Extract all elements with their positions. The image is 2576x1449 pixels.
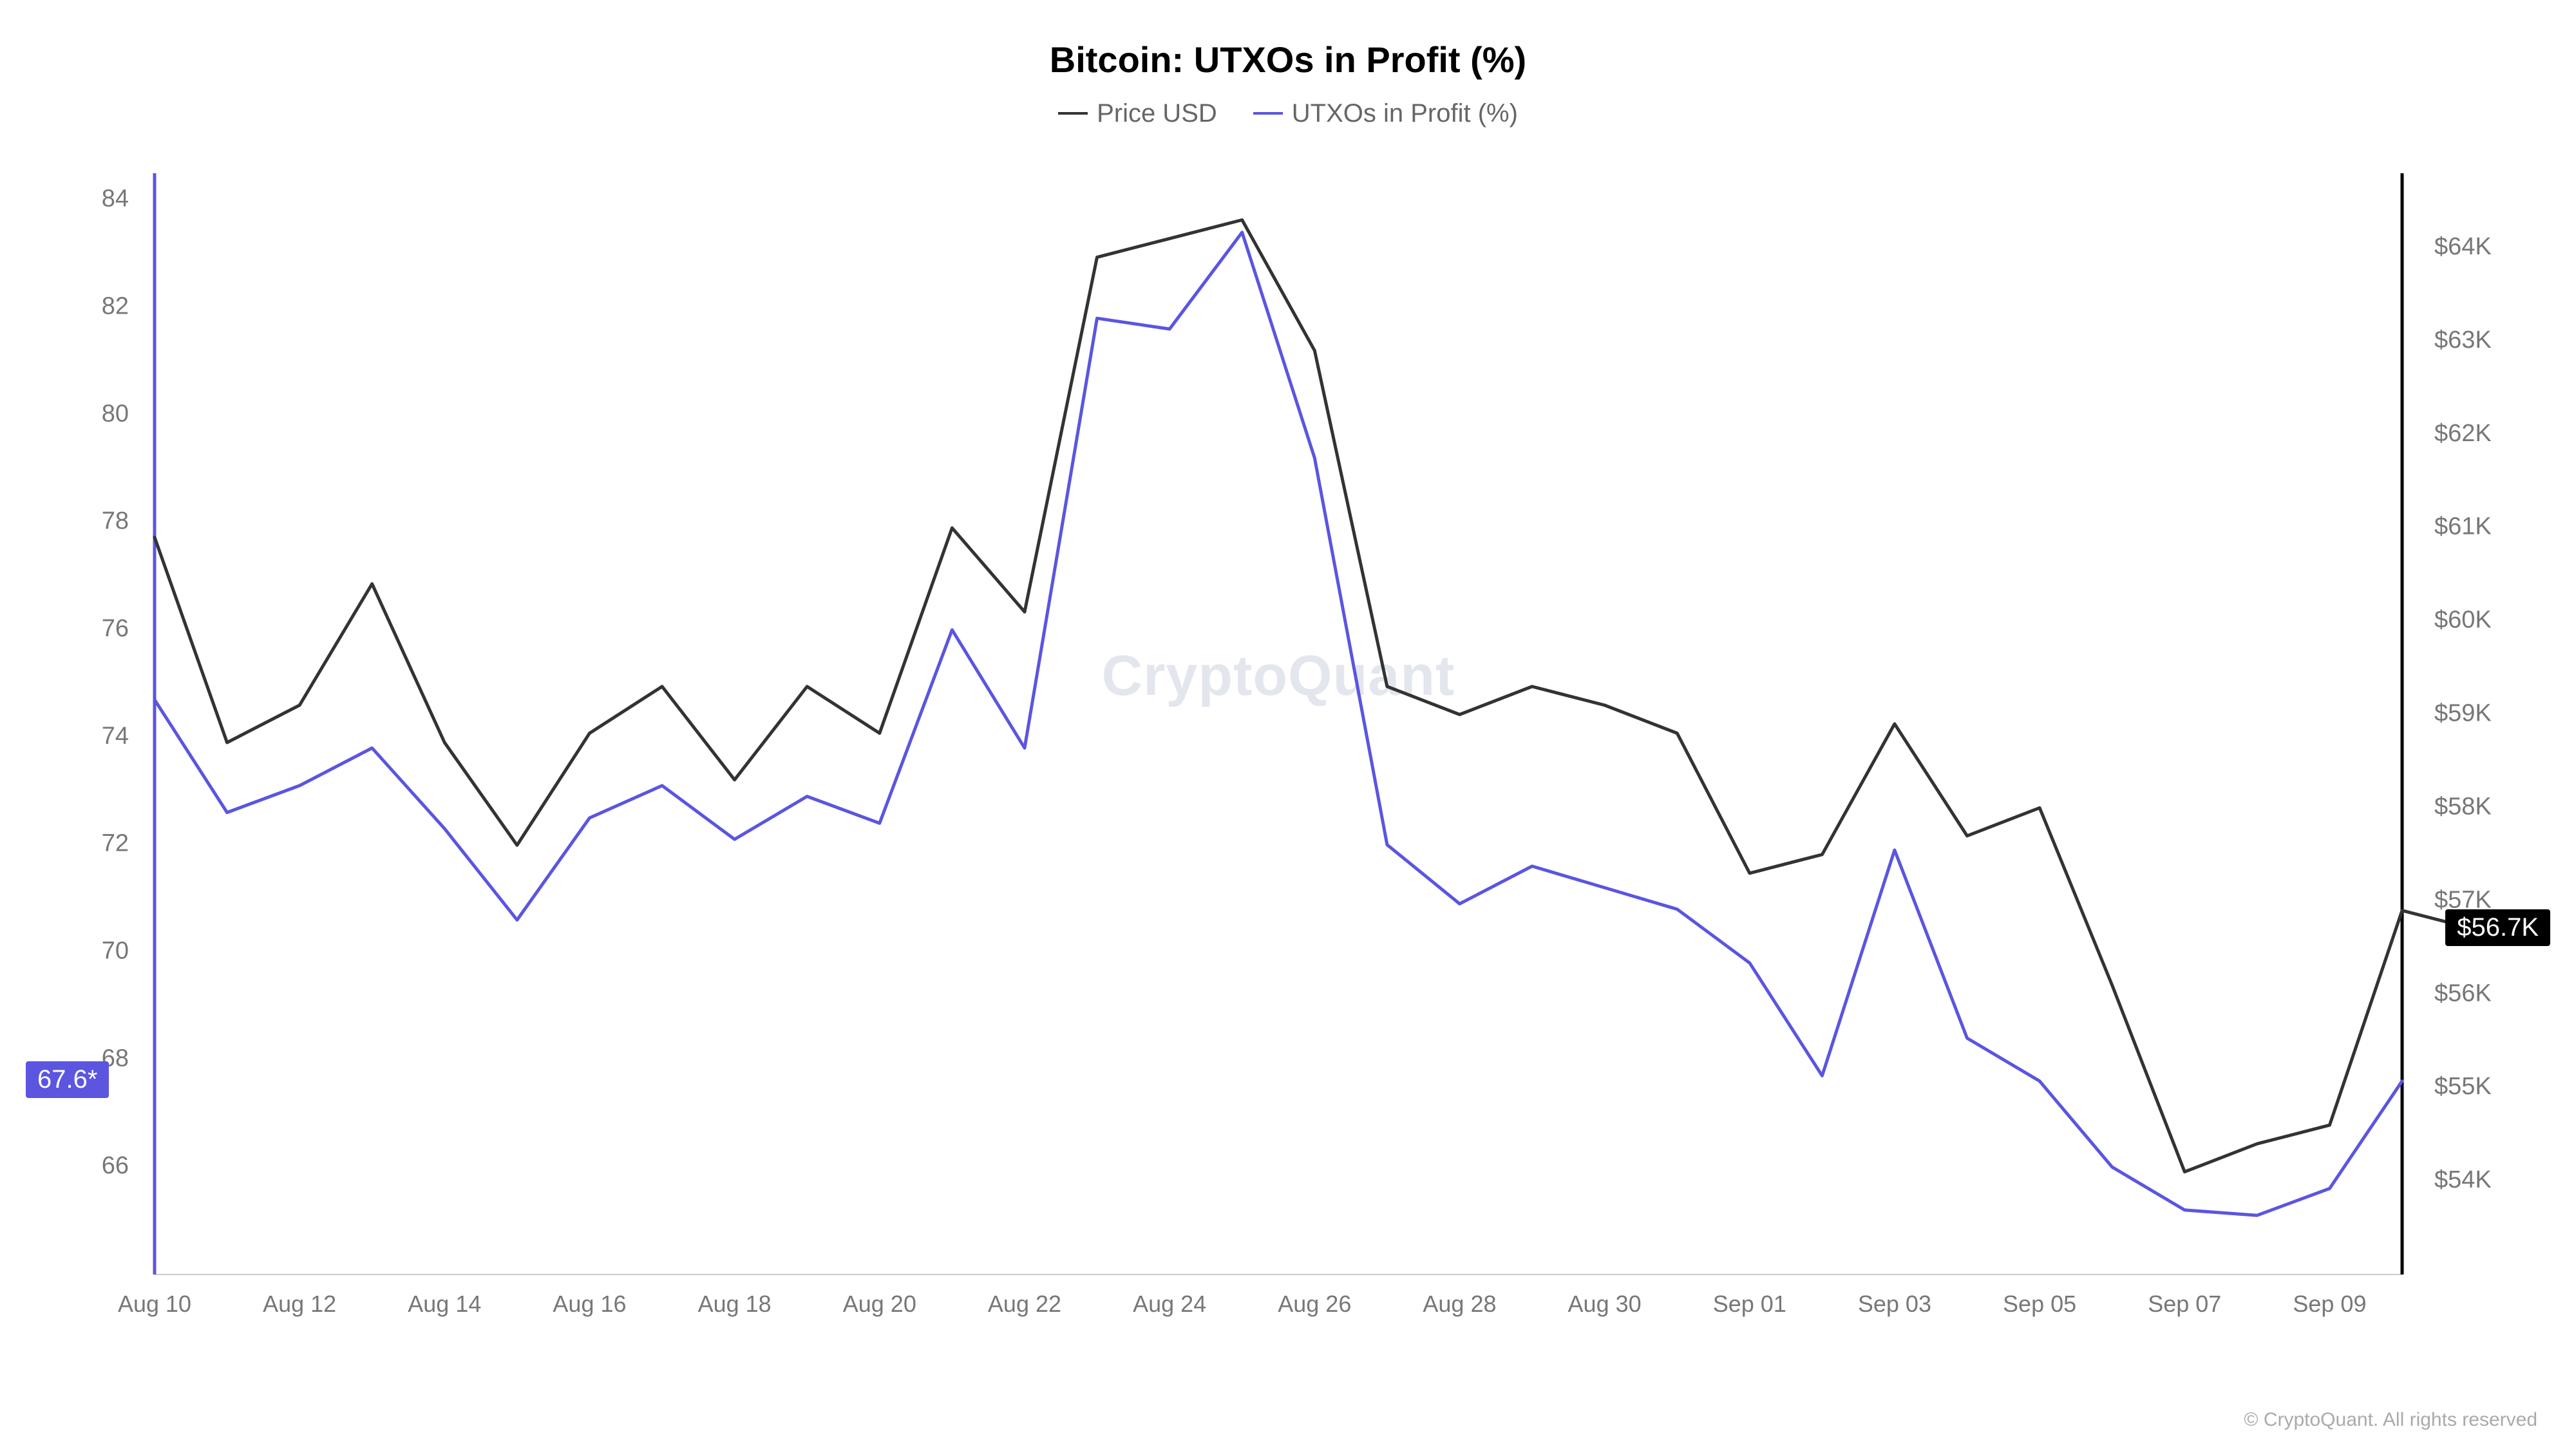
svg-text:Aug 26: Aug 26 — [1278, 1291, 1351, 1317]
svg-text:82: 82 — [102, 292, 129, 319]
svg-text:CryptoQuant: CryptoQuant — [1102, 643, 1455, 706]
chart-legend: Price USD UTXOs in Profit (%) — [26, 92, 2550, 128]
chart-title: Bitcoin: UTXOs in Profit (%) — [26, 39, 2550, 80]
svg-text:Aug 30: Aug 30 — [1568, 1291, 1642, 1317]
svg-text:Sep 07: Sep 07 — [2148, 1291, 2221, 1317]
svg-text:$54K: $54K — [2434, 1166, 2492, 1193]
left-value-badge: 67.6* — [26, 1061, 109, 1098]
svg-text:$60K: $60K — [2434, 606, 2492, 633]
utxos-line — [155, 232, 2402, 1215]
legend-item: UTXOs in Profit (%) — [1253, 99, 1518, 128]
svg-text:70: 70 — [102, 937, 129, 964]
chart-container: Bitcoin: UTXOs in Profit (%) Price USD UT… — [0, 0, 2576, 1449]
svg-text:Aug 20: Aug 20 — [843, 1291, 916, 1317]
svg-text:$58K: $58K — [2434, 793, 2492, 820]
svg-text:66: 66 — [102, 1152, 129, 1179]
legend-swatch — [1058, 112, 1088, 115]
footer-copyright: © CryptoQuant. All rights reserved — [2244, 1409, 2537, 1431]
chart-svg: CryptoQuant66687072747678808284$54K$55K$… — [26, 154, 2550, 1352]
svg-text:76: 76 — [102, 615, 129, 642]
svg-text:80: 80 — [102, 400, 129, 427]
svg-text:Aug 22: Aug 22 — [988, 1291, 1061, 1317]
svg-text:78: 78 — [102, 507, 129, 535]
svg-text:72: 72 — [102, 829, 129, 857]
legend-item: Price USD — [1058, 99, 1217, 128]
svg-text:Sep 01: Sep 01 — [1713, 1291, 1786, 1317]
svg-text:Sep 05: Sep 05 — [2003, 1291, 2076, 1317]
svg-text:$56K: $56K — [2434, 980, 2492, 1007]
svg-text:Sep 09: Sep 09 — [2293, 1291, 2366, 1317]
svg-text:Aug 24: Aug 24 — [1133, 1291, 1206, 1317]
svg-text:74: 74 — [102, 722, 129, 749]
right-value-badge: $56.7K — [2445, 909, 2550, 946]
svg-text:$55K: $55K — [2434, 1073, 2492, 1100]
svg-text:Sep 03: Sep 03 — [1858, 1291, 1931, 1317]
svg-text:Aug 12: Aug 12 — [263, 1291, 336, 1317]
svg-text:$62K: $62K — [2434, 419, 2492, 446]
svg-text:Aug 18: Aug 18 — [698, 1291, 772, 1317]
legend-label: UTXOs in Profit (%) — [1292, 99, 1518, 128]
svg-text:$64K: $64K — [2434, 232, 2492, 260]
svg-text:$59K: $59K — [2434, 699, 2492, 726]
svg-text:Aug 16: Aug 16 — [553, 1291, 626, 1317]
svg-text:84: 84 — [102, 185, 129, 212]
legend-swatch — [1253, 112, 1283, 115]
svg-text:$63K: $63K — [2434, 326, 2492, 353]
svg-text:Aug 10: Aug 10 — [118, 1291, 191, 1317]
plot-area: CryptoQuant66687072747678808284$54K$55K$… — [26, 154, 2550, 1352]
svg-text:Aug 14: Aug 14 — [408, 1291, 481, 1317]
legend-label: Price USD — [1097, 99, 1217, 128]
svg-text:Aug 28: Aug 28 — [1423, 1291, 1496, 1317]
svg-text:$61K: $61K — [2434, 513, 2492, 540]
